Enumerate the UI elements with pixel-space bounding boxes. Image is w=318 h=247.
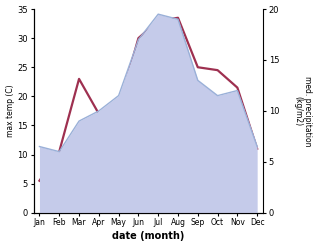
X-axis label: date (month): date (month) [112,231,184,242]
Y-axis label: max temp (C): max temp (C) [5,84,15,137]
Y-axis label: med. precipitation
(kg/m2): med. precipitation (kg/m2) [293,76,313,146]
